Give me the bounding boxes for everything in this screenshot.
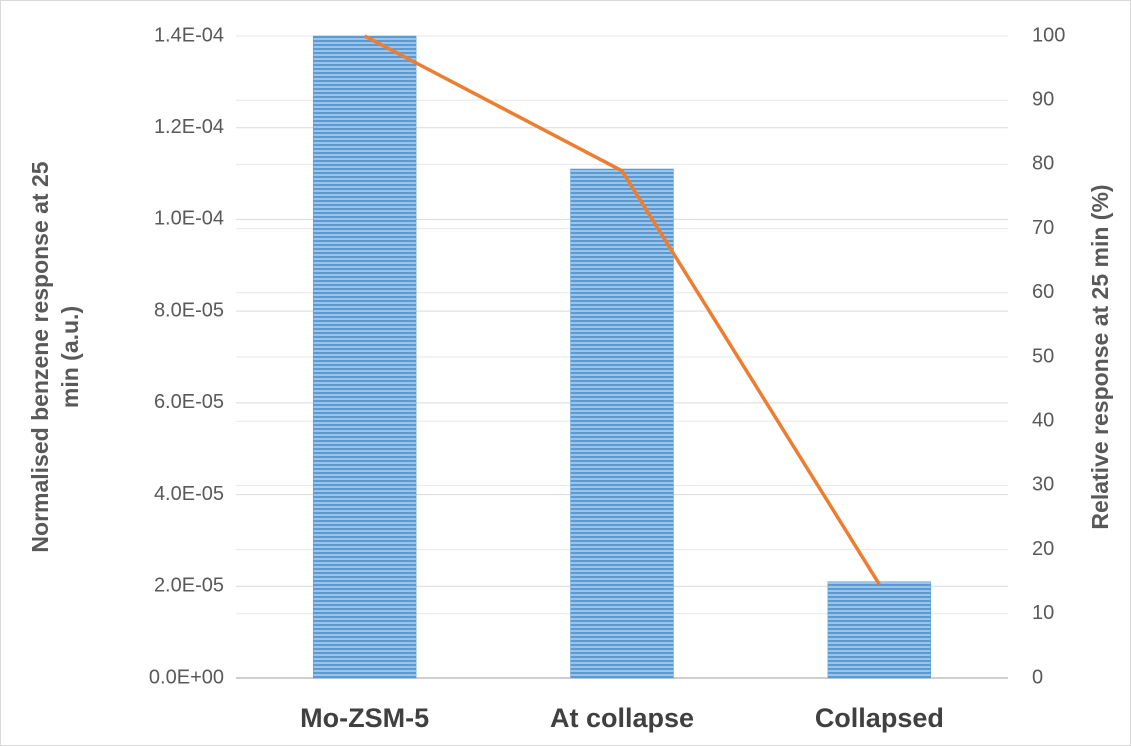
bar xyxy=(312,35,417,679)
y-tick-label: 6.0E-05 xyxy=(154,391,224,413)
x-tick-label: At collapse xyxy=(550,703,694,733)
y2-tick-label: 20 xyxy=(1032,538,1054,560)
y2-tick-label: 70 xyxy=(1032,217,1054,239)
y-tick-label: 1.2E-04 xyxy=(154,116,224,138)
bar xyxy=(827,581,932,679)
labels: Normalised benzene response at 25 min (a… xyxy=(27,24,1113,733)
y2-tick-label: 40 xyxy=(1032,409,1054,431)
y-axis-title: min (a.u.) xyxy=(57,306,83,408)
x-tick-label: Mo-ZSM-5 xyxy=(300,703,429,733)
x-tick-label: Collapsed xyxy=(815,703,944,733)
bar xyxy=(570,168,674,679)
y2-tick-label: 90 xyxy=(1032,88,1054,110)
y2-tick-label: 10 xyxy=(1032,602,1054,624)
y-tick-label: 0.0E+00 xyxy=(149,666,224,688)
y2-tick-label: 0 xyxy=(1032,666,1043,688)
marks xyxy=(312,34,932,679)
y-tick-label: 1.4E-04 xyxy=(154,24,224,46)
y2-tick-label: 30 xyxy=(1032,474,1054,496)
y-tick-label: 8.0E-05 xyxy=(154,299,224,321)
y2-tick-label: 50 xyxy=(1032,345,1054,367)
y-tick-label: 2.0E-05 xyxy=(154,575,224,597)
y2-tick-label: 100 xyxy=(1032,24,1065,46)
y2-tick-label: 60 xyxy=(1032,281,1054,303)
y2-tick-label: 80 xyxy=(1032,153,1054,175)
y2-axis-title: Relative response at 25 min (%) xyxy=(1087,184,1113,529)
y-tick-label: 4.0E-05 xyxy=(154,483,224,505)
line xyxy=(363,34,881,586)
y-tick-label: 1.0E-04 xyxy=(154,208,224,230)
y-axis-title: Normalised benzene response at 25 xyxy=(27,161,53,552)
